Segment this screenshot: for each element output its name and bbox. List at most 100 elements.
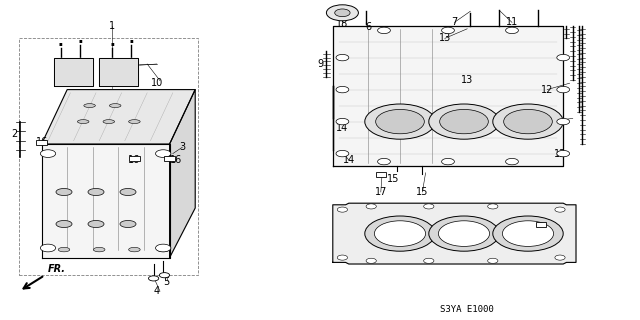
Circle shape (374, 221, 426, 246)
Circle shape (506, 158, 518, 165)
Circle shape (442, 158, 454, 165)
Text: ▪: ▪ (129, 38, 133, 43)
Ellipse shape (58, 247, 70, 252)
Ellipse shape (129, 247, 140, 252)
Circle shape (365, 216, 435, 251)
Circle shape (378, 27, 390, 34)
Polygon shape (42, 144, 170, 258)
Text: 14: 14 (336, 123, 349, 133)
Bar (164, 156, 175, 161)
Circle shape (557, 54, 570, 61)
Text: 16: 16 (35, 137, 48, 148)
Text: 13: 13 (461, 75, 474, 85)
Circle shape (555, 207, 565, 212)
Ellipse shape (120, 220, 136, 228)
Circle shape (326, 5, 358, 21)
Text: 12: 12 (554, 148, 566, 159)
Polygon shape (99, 58, 138, 86)
Text: 7: 7 (451, 17, 458, 28)
Circle shape (440, 109, 488, 134)
Ellipse shape (88, 220, 104, 228)
Text: 16: 16 (128, 155, 141, 165)
Text: 14: 14 (342, 155, 355, 165)
Circle shape (557, 150, 570, 157)
Polygon shape (333, 26, 563, 166)
Circle shape (337, 255, 348, 260)
Circle shape (366, 204, 376, 209)
Circle shape (376, 109, 424, 134)
Text: 6: 6 (365, 22, 371, 32)
Text: 15: 15 (387, 174, 400, 184)
Circle shape (557, 86, 570, 93)
Text: ▪: ▪ (59, 41, 63, 46)
Circle shape (429, 104, 499, 139)
Circle shape (378, 158, 390, 165)
Text: 17: 17 (528, 227, 541, 237)
Circle shape (493, 104, 563, 139)
Circle shape (488, 204, 498, 209)
Circle shape (156, 244, 171, 252)
Circle shape (159, 273, 170, 278)
Ellipse shape (77, 120, 89, 124)
Ellipse shape (84, 104, 95, 108)
Text: FR.: FR. (48, 264, 66, 274)
Polygon shape (333, 203, 576, 264)
Text: ▪: ▪ (78, 38, 82, 43)
Circle shape (336, 150, 349, 157)
Circle shape (337, 207, 348, 212)
Circle shape (40, 244, 56, 252)
Text: 18: 18 (336, 19, 349, 29)
Ellipse shape (129, 120, 140, 124)
Text: 1: 1 (109, 20, 115, 31)
Text: 11: 11 (506, 17, 518, 28)
Circle shape (438, 221, 490, 246)
Bar (536, 222, 546, 227)
Circle shape (335, 9, 350, 17)
Circle shape (506, 27, 518, 34)
Text: 4: 4 (154, 286, 160, 296)
Text: 13: 13 (438, 33, 451, 44)
Text: 17: 17 (374, 187, 387, 197)
Text: S3YA E1000: S3YA E1000 (440, 305, 494, 314)
Circle shape (557, 118, 570, 125)
Text: ▪: ▪ (110, 41, 114, 46)
Circle shape (156, 150, 171, 157)
Circle shape (488, 258, 498, 263)
Circle shape (504, 109, 552, 134)
Circle shape (502, 221, 554, 246)
Ellipse shape (109, 104, 121, 108)
Circle shape (336, 118, 349, 125)
Text: 5: 5 (163, 276, 170, 287)
Circle shape (148, 276, 159, 281)
Polygon shape (54, 58, 93, 86)
Ellipse shape (56, 220, 72, 228)
Circle shape (366, 258, 376, 263)
Text: 2: 2 (11, 129, 17, 140)
Polygon shape (42, 90, 195, 144)
Circle shape (429, 216, 499, 251)
Circle shape (493, 216, 563, 251)
Text: 10: 10 (115, 78, 128, 88)
Ellipse shape (103, 120, 115, 124)
Text: 9: 9 (317, 59, 323, 69)
Text: 12: 12 (541, 116, 554, 127)
Text: 3: 3 (179, 142, 186, 152)
Ellipse shape (93, 247, 105, 252)
Circle shape (555, 255, 565, 260)
Text: 9: 9 (538, 225, 544, 236)
Bar (129, 156, 140, 161)
Circle shape (336, 54, 349, 61)
Circle shape (424, 204, 434, 209)
Text: 16: 16 (170, 155, 182, 165)
Text: 15: 15 (416, 187, 429, 197)
Bar (36, 140, 47, 145)
Ellipse shape (157, 247, 169, 252)
Circle shape (365, 104, 435, 139)
Circle shape (442, 27, 454, 34)
Ellipse shape (56, 188, 72, 196)
Bar (376, 172, 386, 177)
Circle shape (40, 150, 56, 157)
Circle shape (424, 258, 434, 263)
Ellipse shape (120, 188, 136, 196)
Polygon shape (170, 90, 195, 258)
